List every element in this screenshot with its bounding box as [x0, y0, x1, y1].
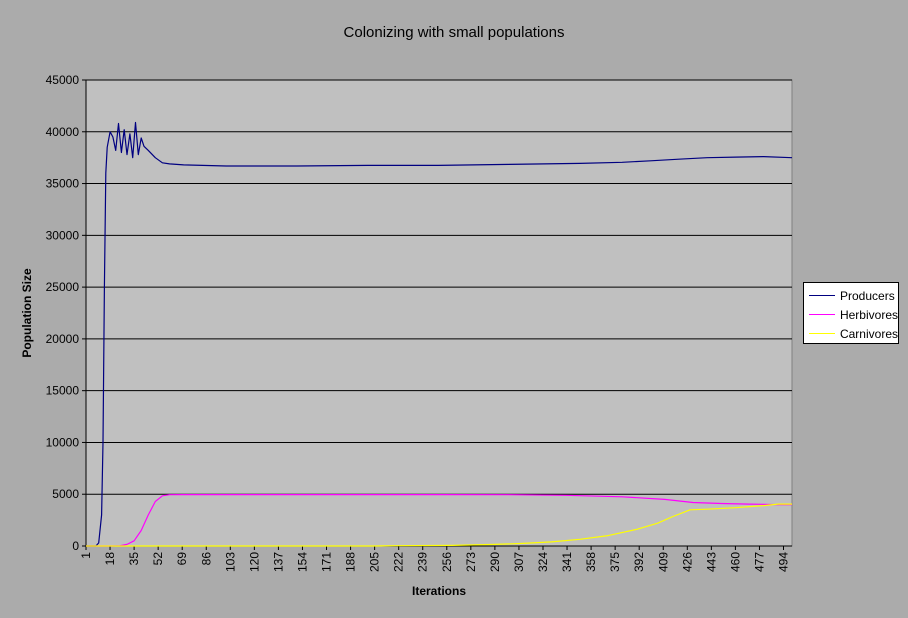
- x-tick-label: 290: [488, 552, 502, 572]
- x-tick-label: 35: [127, 552, 141, 566]
- grid-lines: [86, 79, 792, 495]
- x-tick-label: 358: [584, 552, 598, 572]
- x-tick-label: 103: [223, 552, 237, 572]
- x-tick-label: 154: [295, 552, 309, 572]
- y-tick-label: 20000: [46, 332, 80, 346]
- y-tick-label: 15000: [46, 384, 80, 398]
- x-tick-label: 426: [680, 552, 694, 572]
- series-line-producers: [86, 121, 793, 547]
- y-tick-label: 40000: [46, 125, 80, 139]
- x-axis-label: Iterations: [412, 584, 466, 598]
- series-line-carnivores: [86, 503, 792, 547]
- y-tick-label: 45000: [46, 73, 80, 87]
- x-tick-label: 137: [271, 552, 285, 572]
- y-tick-label: 30000: [46, 228, 80, 242]
- series-line-herbivores: [86, 494, 792, 547]
- y-tick-label: 25000: [46, 280, 80, 294]
- x-axis: 1 18 35 52 69 86 103 120 137 154 171 188 205 222 239 25…: [79, 545, 792, 572]
- x-tick-label: 307: [512, 552, 526, 572]
- series-lines: [86, 121, 793, 547]
- legend-swatch-producers: [809, 295, 835, 296]
- x-tick-label: 69: [175, 552, 189, 566]
- x-tick-label: 477: [752, 552, 766, 572]
- x-tick-label: 1: [79, 552, 93, 559]
- x-tick-label: 341: [560, 552, 574, 572]
- x-tick-label: 392: [632, 552, 646, 572]
- x-tick-label: 494: [777, 552, 791, 572]
- x-tick-label: 256: [440, 552, 454, 572]
- y-tick-label: 0: [72, 539, 79, 553]
- y-axis-label: Population Size: [20, 268, 34, 358]
- legend-label-herbivores: Herbivores: [839, 307, 898, 322]
- x-tick-label: 222: [392, 552, 406, 572]
- legend-item-producers: Producers: [804, 286, 898, 305]
- x-tick-label: 18: [103, 552, 117, 566]
- chart-title: Colonizing with small populations: [344, 24, 565, 41]
- legend-label-producers: Producers: [840, 288, 895, 303]
- legend-item-carnivores: Carnivores: [804, 324, 898, 343]
- x-tick-label: 460: [728, 552, 742, 572]
- y-tick-label: 10000: [46, 435, 80, 449]
- x-tick-label: 273: [464, 552, 478, 572]
- x-tick-label: 171: [320, 552, 334, 572]
- x-tick-label: 375: [608, 552, 622, 572]
- y-tick-label: 5000: [52, 487, 79, 501]
- x-tick-label: 205: [368, 552, 382, 572]
- x-tick-label: 188: [344, 552, 358, 572]
- plot-area: [85, 79, 793, 547]
- y-tick-label: 35000: [46, 177, 80, 191]
- x-tick-label: 120: [247, 552, 261, 572]
- legend-label-carnivores: Carnivores: [839, 326, 898, 341]
- legend-swatch-carnivores: [809, 333, 835, 334]
- x-tick-label: 324: [536, 552, 550, 572]
- x-tick-label: 409: [656, 552, 670, 572]
- x-tick-label: 443: [704, 552, 718, 572]
- x-tick-label: 52: [151, 552, 165, 566]
- x-tick-label: 86: [199, 552, 213, 566]
- y-axis: 0 5000 10000 15000 20000 25000 30000 35000 40000…: [46, 73, 87, 553]
- chart-legend: Producers Herbivores Carnivores: [803, 282, 899, 344]
- legend-item-herbivores: Herbivores: [804, 305, 898, 324]
- legend-swatch-herbivores: [809, 314, 835, 315]
- x-tick-label: 239: [416, 552, 430, 572]
